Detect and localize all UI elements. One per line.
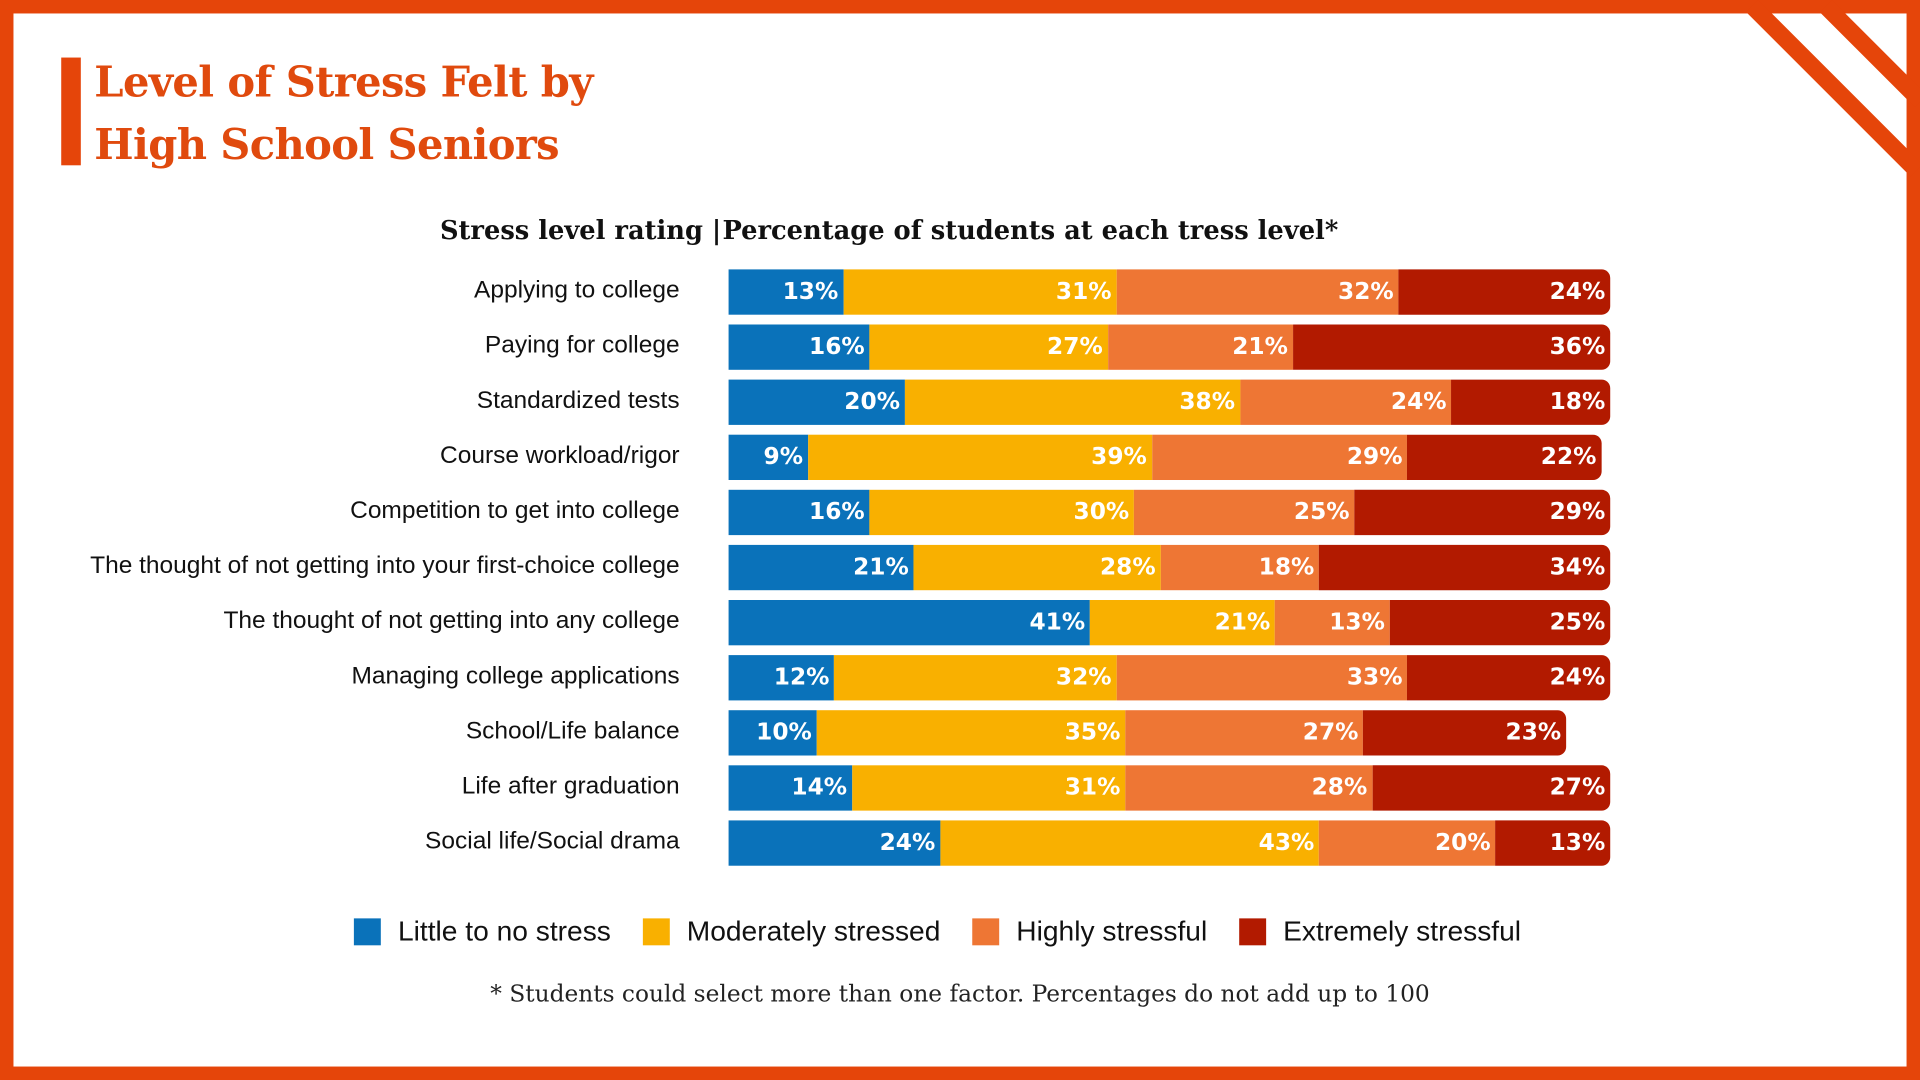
- bar-segment: 20%: [1319, 820, 1496, 866]
- bar-segment: 21%: [728, 544, 914, 591]
- bar-segment: 31%: [852, 765, 1126, 811]
- header-left: Stress level rating |: [439, 214, 722, 245]
- bar-segment: 13%: [1495, 820, 1611, 866]
- category-label: Paying for college: [484, 331, 680, 359]
- bar-segment: 16%: [728, 324, 870, 370]
- bar-segment: 39%: [807, 434, 1152, 481]
- legend-swatch: [353, 917, 381, 945]
- bar-segment: 24%: [1407, 655, 1611, 701]
- bar-segment: 27%: [869, 324, 1108, 370]
- title-line: Level of Stress Felt by: [94, 58, 593, 108]
- bar-segment: 25%: [1134, 489, 1355, 536]
- legend-label: Highly stressful: [1016, 914, 1208, 947]
- bar-segment: 38%: [904, 379, 1240, 425]
- bar-segment: 24%: [1239, 379, 1452, 425]
- bar-segment: 21%: [1107, 324, 1293, 370]
- bar-segment: 29%: [1354, 489, 1611, 536]
- bar-segment: 24%: [728, 820, 941, 866]
- bar-segment: 9%: [728, 434, 808, 481]
- bar-segment: 43%: [940, 820, 1320, 866]
- bar-segment: 32%: [1116, 269, 1399, 315]
- bar-segment: 28%: [1125, 765, 1373, 811]
- bar-segment: 13%: [1275, 600, 1390, 646]
- legend-label: Moderately stressed: [686, 914, 941, 947]
- bar-segment: 33%: [1116, 655, 1408, 701]
- bar-segment: 20%: [728, 379, 905, 425]
- footnote: * Students could select more than one fa…: [490, 980, 1430, 1008]
- category-label: Managing college applications: [351, 662, 680, 690]
- bar-segment: 36%: [1292, 324, 1611, 370]
- bar-segment: 41%: [728, 600, 1091, 646]
- bar-segment: 29%: [1151, 434, 1408, 481]
- title-line: High School Seniors: [94, 121, 560, 171]
- bar-segment: 27%: [1125, 710, 1364, 756]
- category-label: School/Life balance: [465, 717, 680, 745]
- category-label: Standardized tests: [476, 386, 680, 414]
- bar-segment: 14%: [728, 765, 853, 811]
- legend-item: Extremely stressful: [1239, 915, 1521, 948]
- bar-segment: 34%: [1319, 544, 1611, 591]
- category-label: Course workload/rigor: [440, 442, 680, 469]
- bar-segment: 13%: [728, 269, 844, 315]
- legend: Little to no stress Moderately stressed Hi…: [353, 914, 1521, 948]
- legend-swatch: [642, 917, 670, 945]
- bar-segment: 24%: [1398, 269, 1611, 315]
- header-right: Percentage of students at each tress lev…: [722, 214, 1339, 245]
- category-label: Social life/Social drama: [425, 827, 680, 855]
- bar-segment: 18%: [1451, 379, 1611, 425]
- bar-segment: 30%: [869, 489, 1135, 536]
- category-label: Life after graduation: [461, 772, 680, 800]
- bar-segment: 10%: [728, 710, 817, 756]
- legend-label: Extremely stressful: [1283, 914, 1522, 947]
- category-label: The thought of not getting into your fir…: [90, 552, 680, 580]
- bar-segment: 35%: [816, 710, 1126, 756]
- category-label: Applying to college: [474, 276, 680, 304]
- category-label: Competition to get into college: [350, 497, 680, 525]
- legend-swatch: [972, 917, 1000, 945]
- bar-segment: 27%: [1372, 765, 1611, 811]
- bar-segment: 18%: [1160, 544, 1320, 591]
- legend-label: Little to no stress: [397, 914, 611, 947]
- bar-segment: 16%: [728, 489, 870, 536]
- bar-segment: 28%: [913, 544, 1161, 591]
- bar-segment: 23%: [1363, 710, 1567, 756]
- bar-segment: 25%: [1389, 600, 1611, 646]
- bar-segment: 12%: [728, 655, 835, 701]
- category-label: The thought of not getting into any coll…: [223, 607, 680, 635]
- title-accent-bar: [61, 57, 81, 166]
- legend-item: Highly stressful: [972, 915, 1207, 948]
- legend-swatch: [1239, 917, 1266, 945]
- bar-segment: 22%: [1407, 434, 1602, 481]
- bar-segment: 31%: [843, 269, 1117, 315]
- bar-segment: 21%: [1090, 600, 1276, 646]
- legend-item: Little to no stress: [353, 914, 611, 948]
- bar-segment: 32%: [834, 655, 1117, 701]
- legend-item: Moderately stressed: [642, 914, 941, 948]
- page-title: Level of Stress Felt by High School Seni…: [94, 53, 593, 178]
